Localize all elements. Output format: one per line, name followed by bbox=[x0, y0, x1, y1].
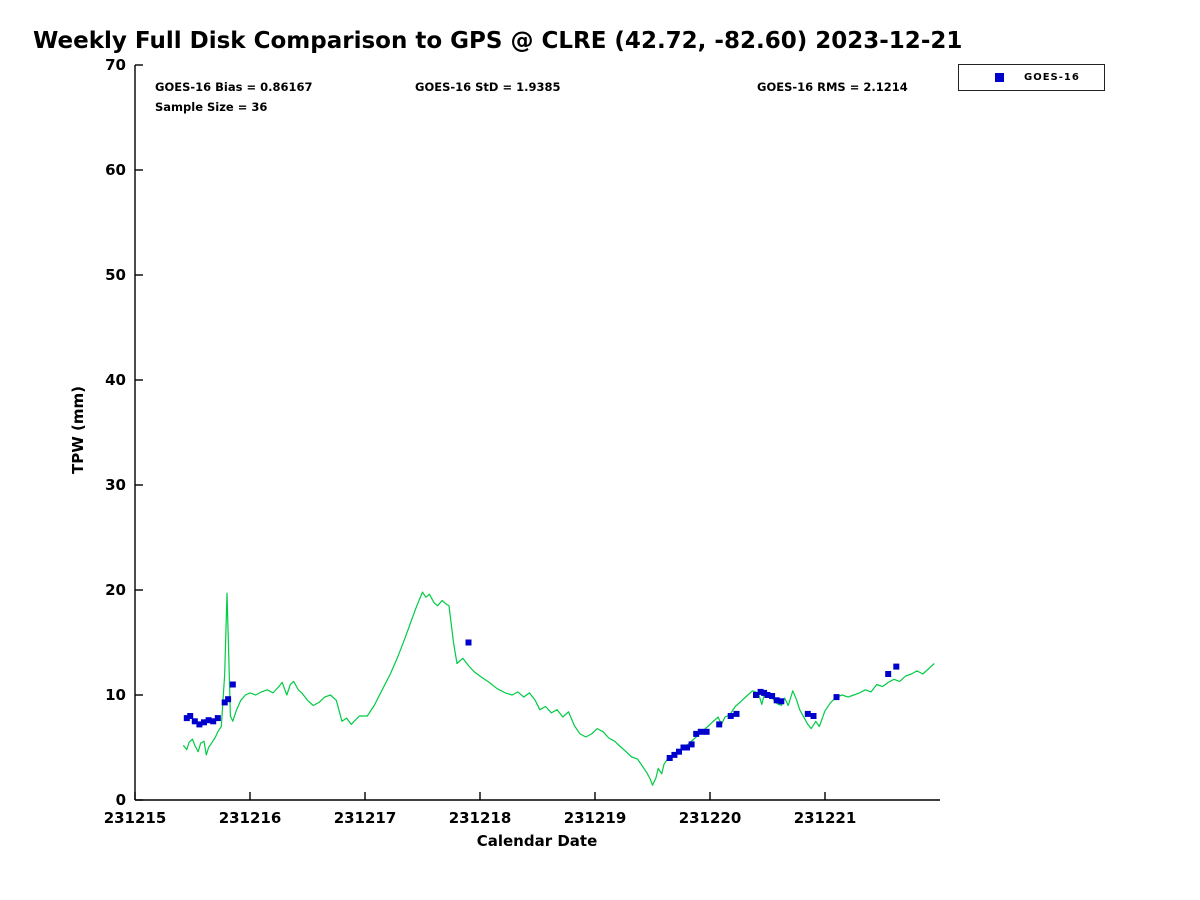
y-tick-label: 30 bbox=[105, 476, 126, 494]
x-tick-label: 231220 bbox=[679, 809, 742, 827]
goes16-marker bbox=[716, 721, 723, 728]
x-tick-label: 231216 bbox=[219, 809, 282, 827]
annotation-std: GOES-16 StD = 1.9385 bbox=[415, 80, 561, 94]
goes16-marker bbox=[810, 713, 817, 719]
goes16-marker bbox=[210, 718, 217, 725]
goes16-marker bbox=[666, 755, 673, 761]
goes16-marker bbox=[676, 748, 682, 755]
goes16-marker bbox=[727, 713, 734, 719]
goes16-marker bbox=[773, 697, 780, 704]
x-tick-label: 231221 bbox=[794, 809, 857, 827]
goes16-marker bbox=[201, 719, 207, 726]
y-tick-label: 10 bbox=[105, 686, 126, 704]
y-tick-label: 40 bbox=[105, 371, 126, 389]
annotation-sample-size: Sample Size = 36 bbox=[155, 100, 268, 114]
goes16-marker bbox=[693, 730, 700, 737]
annotation-rms: GOES-16 RMS = 2.1214 bbox=[757, 80, 908, 94]
x-tick-label: 231215 bbox=[104, 809, 167, 827]
annotation-bias: GOES-16 Bias = 0.86167 bbox=[155, 80, 313, 94]
goes16-marker bbox=[680, 744, 687, 751]
goes16-marker bbox=[703, 728, 710, 735]
goes16-marker bbox=[229, 681, 236, 688]
y-tick-label: 60 bbox=[105, 161, 126, 179]
goes16-marker bbox=[753, 692, 759, 698]
goes16-marker bbox=[893, 663, 900, 670]
goes16-marker bbox=[764, 692, 771, 698]
y-tick-label: 0 bbox=[116, 791, 126, 809]
goes16-marker bbox=[688, 741, 695, 748]
y-tick-label: 50 bbox=[105, 266, 126, 284]
legend-square-marker-icon bbox=[995, 73, 1004, 82]
goes16-marker bbox=[187, 713, 194, 719]
goes16-marker bbox=[804, 710, 811, 717]
goes16-marker bbox=[465, 639, 472, 646]
y-tick-label: 20 bbox=[105, 581, 126, 599]
y-axis-label: TPW (mm) bbox=[69, 386, 87, 474]
goes16-marker bbox=[833, 694, 840, 701]
goes16-marker bbox=[225, 696, 232, 703]
goes16-marker bbox=[183, 715, 190, 722]
goes16-marker bbox=[221, 699, 228, 706]
goes16-marker bbox=[697, 728, 704, 735]
x-tick-label: 231218 bbox=[449, 809, 512, 827]
x-tick-label: 231219 bbox=[564, 809, 627, 827]
goes16-marker bbox=[757, 688, 764, 695]
goes16-marker bbox=[778, 698, 785, 705]
legend-box: GOES-16 bbox=[958, 64, 1105, 91]
x-tick-label: 231217 bbox=[334, 809, 397, 827]
goes16-marker bbox=[671, 751, 678, 758]
gps-tpw-line bbox=[182, 591, 935, 786]
goes16-marker bbox=[733, 710, 740, 717]
legend-entry-label: GOES-16 bbox=[1024, 72, 1080, 83]
goes16-marker bbox=[196, 721, 203, 728]
goes16-marker bbox=[684, 744, 690, 751]
goes16-marker bbox=[885, 671, 892, 677]
goes16-marker bbox=[769, 693, 776, 699]
x-axis-label: Calendar Date bbox=[476, 832, 598, 850]
goes16-marker bbox=[214, 715, 221, 722]
goes16-marker bbox=[205, 717, 212, 724]
goes16-marker bbox=[761, 689, 768, 696]
goes16-marker bbox=[191, 718, 198, 725]
y-tick-label: 70 bbox=[105, 56, 126, 74]
chart-title: Weekly Full Disk Comparison to GPS @ CLR… bbox=[33, 28, 963, 54]
